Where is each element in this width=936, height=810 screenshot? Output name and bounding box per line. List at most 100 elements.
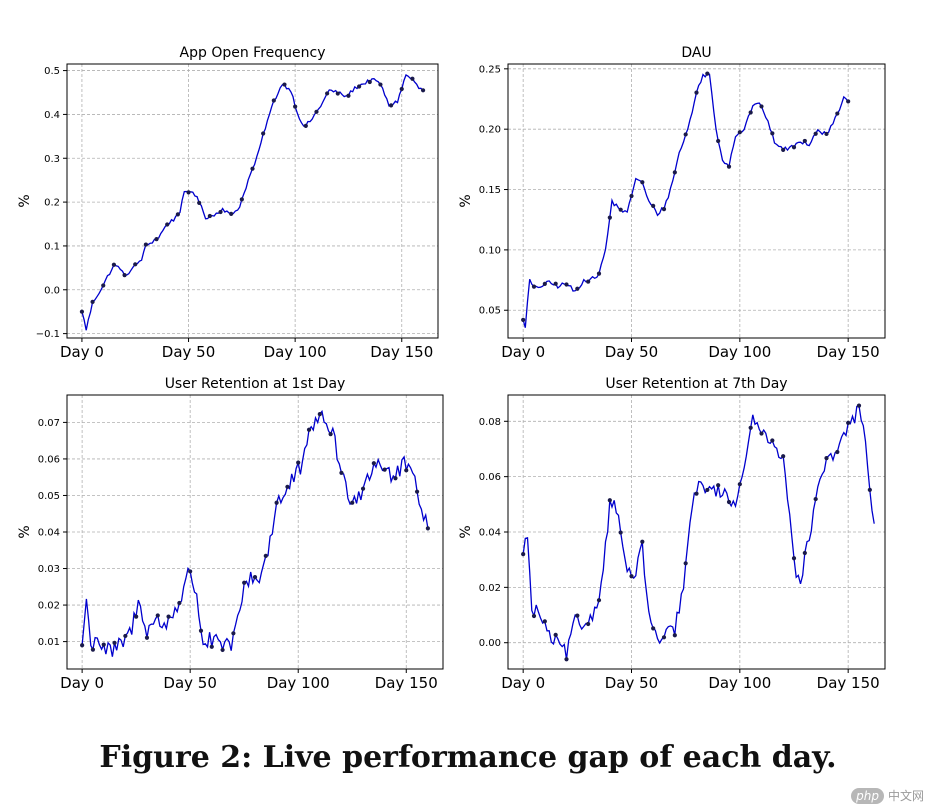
data-point [282,82,287,87]
data-point [575,286,580,291]
y-tick-label: 0.07 [38,418,60,429]
data-point [661,635,667,640]
data-point [231,631,236,636]
x-tick-label: Day 50 [605,674,658,692]
data-point [371,461,376,466]
data-point [661,206,667,212]
watermark: php 中文网 [851,787,924,804]
data-point [575,613,580,618]
data-point [781,454,786,459]
data-point [802,138,807,144]
data-point [134,614,139,619]
y-tick-label: 0.02 [479,583,501,594]
data-point [328,432,333,437]
y-tick-label: 0.2 [44,198,60,209]
data-point [346,93,351,98]
data-point [220,647,225,653]
x-tick-label: Day 150 [375,674,438,692]
data-point [285,484,290,489]
data-point [856,403,862,408]
chart-title: User Retention at 1st Day [165,376,346,392]
y-tick-label: 0.03 [38,564,60,575]
x-tick-label: Day 100 [708,674,771,692]
data-point [177,600,182,606]
x-tick-label: Day 50 [162,343,215,361]
data-point [835,449,840,455]
data-point [542,281,547,286]
data-point [596,598,602,603]
data-point [640,180,645,185]
y-tick-label: 0.00 [479,638,501,649]
data-point [360,486,366,491]
y-axis-label: % [458,194,474,207]
data-point [274,500,279,505]
data-point [846,420,851,425]
data-point [175,212,180,217]
data-point [414,489,420,494]
figure-caption: Figure 2: Live performance gap of each d… [99,740,837,775]
data-point [229,211,234,216]
data-point [694,491,699,496]
data-point [112,640,117,646]
data-point [759,431,764,436]
y-tick-label: 0.06 [479,472,501,483]
data-point [367,79,372,85]
data-point [705,487,710,493]
y-tick-label: 0.25 [479,64,501,75]
data-point [79,309,85,314]
data-point [350,500,355,505]
y-tick-label: 0.06 [38,454,60,465]
figure-grid: Day 0 Day 50 Day 100 Day 150 −0.1 0.0 0.1 0.2 0.… [17,45,886,692]
data-point [90,299,95,304]
data-point [317,412,322,417]
data-point [404,468,409,473]
data-point [607,215,612,220]
x-tick-label: Day 0 [501,674,545,692]
data-point [672,633,677,638]
data-point [824,131,829,137]
data-point [155,613,160,618]
series-line [522,404,875,660]
x-tick-label: Day 100 [708,343,771,361]
data-point [314,109,319,114]
x-tick-label: Day 0 [60,343,104,361]
data-point [242,580,247,585]
chart-panel-4: Day 0 Day 50 Day 100 Day 150 0.00 0.02 0.04 0.0… [458,376,886,692]
y-tick-label: 0.5 [44,66,60,77]
data-point [694,90,699,95]
y-tick-label: 0.0 [44,285,60,296]
y-axis-label: % [17,194,33,207]
data-point [683,561,688,566]
data-point [640,539,645,544]
y-tick-label: 0.15 [479,185,501,196]
data-point [683,132,688,137]
data-point [748,110,753,115]
data-point [835,111,840,116]
data-point [198,628,204,633]
data-point [80,643,85,648]
data-point [824,455,829,461]
data-point [425,526,430,531]
series-line [81,409,429,657]
x-tick-label: Day 0 [501,343,545,361]
data-point [813,131,818,136]
data-point [726,164,732,169]
data-point [531,613,537,619]
data-point [399,86,404,92]
data-point [339,470,344,475]
data-point [846,99,851,104]
data-point [90,647,96,652]
data-point [382,467,387,472]
data-point [197,200,202,205]
data-point [770,131,775,136]
data-point [166,614,171,619]
data-point [261,131,266,136]
x-tick-label: Day 50 [163,674,216,692]
y-tick-label: 0.04 [38,528,60,539]
x-tick-label: Day 150 [817,343,880,361]
series-line [81,74,424,331]
data-point [748,425,753,430]
data-point [521,317,526,322]
y-tick-label: 0.1 [44,241,60,252]
axes-frame [66,63,439,339]
